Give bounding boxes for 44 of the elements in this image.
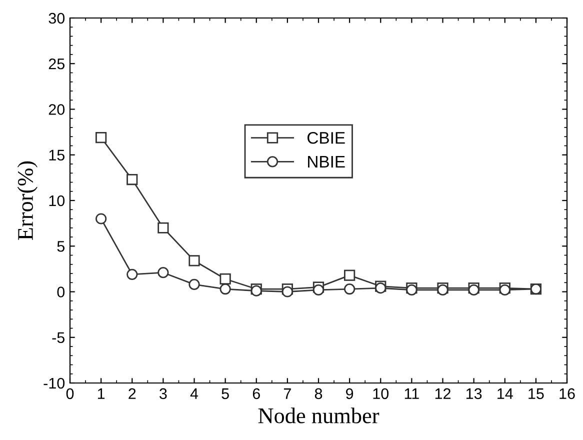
x-tick-label: 10 (373, 388, 389, 400)
x-tick-label: 6 (252, 388, 260, 400)
x-tick-label: 14 (498, 388, 513, 399)
legend-label: NBIE (308, 156, 345, 168)
x-tick-label: 15 (528, 388, 544, 400)
x-tick-label: 11 (404, 388, 419, 399)
x-axis-title: Node number (258, 408, 380, 424)
point (344, 283, 356, 295)
point (158, 222, 169, 234)
y-tick-label: 0 (57, 286, 65, 298)
x-tick-label: 2 (128, 388, 136, 399)
x-tick-label: 16 (560, 388, 575, 400)
point (344, 270, 356, 281)
point (96, 213, 107, 224)
y-tick-label: 20 (48, 104, 65, 115)
x-tick-label: 5 (222, 388, 229, 400)
x-tick-label: 3 (160, 388, 167, 400)
point (96, 132, 107, 144)
point (220, 273, 231, 285)
x-tick-label: 12 (435, 388, 450, 399)
x-tick-label: 0 (66, 388, 74, 400)
y-tick-label: -5 (52, 332, 64, 344)
x-tick-label: 13 (466, 388, 482, 400)
y-tick-label: 5 (57, 241, 64, 252)
y-tick-label: 25 (48, 58, 64, 70)
y-tick-label: 15 (49, 150, 64, 161)
y-tick-label: 10 (49, 195, 65, 206)
x-tick-label: 1 (98, 388, 105, 399)
point (220, 283, 231, 295)
point (188, 278, 200, 290)
x-tick-label: 7 (284, 388, 291, 399)
x-tick-label: 8 (314, 388, 322, 400)
y-tick-label: 30 (48, 12, 65, 24)
point (282, 286, 293, 298)
x-tick-label: 4 (190, 388, 198, 399)
point (312, 284, 324, 296)
point (126, 174, 138, 186)
y-tick-label: -10 (44, 378, 65, 389)
point (158, 267, 169, 278)
legend-label: CBIE (308, 132, 345, 144)
point (126, 268, 138, 280)
x-tick-label: 9 (346, 388, 354, 400)
point (188, 255, 200, 266)
y-axis-title: Error(%) (17, 161, 38, 240)
